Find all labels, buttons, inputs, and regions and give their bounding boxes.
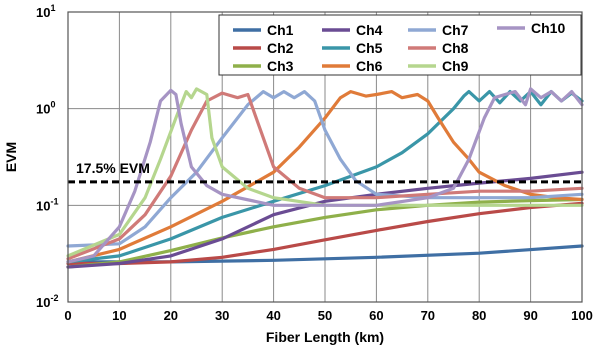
y-tick-label: 100 (36, 100, 55, 117)
legend-label-ch8: Ch8 (442, 40, 469, 56)
x-tick-label: 20 (164, 308, 178, 323)
x-axis-title: Fiber Length (km) (266, 329, 384, 345)
x-tick-label: 10 (112, 308, 126, 323)
legend-label-ch7: Ch7 (442, 22, 469, 38)
legend-box (218, 14, 582, 76)
legend-label-ch1: Ch1 (267, 22, 294, 38)
threshold-label: 17.5% EVM (76, 160, 150, 176)
series-line-ch3 (66, 197, 584, 269)
x-tick-label: 70 (421, 308, 435, 323)
y-tick-exponent: -2 (50, 293, 58, 303)
series-line-ch2 (66, 201, 584, 266)
x-tick-label: 30 (215, 308, 229, 323)
legend-label-ch2: Ch2 (267, 40, 294, 56)
legend-label-ch9: Ch9 (442, 58, 469, 74)
y-tick-exponent: 1 (50, 3, 55, 13)
series-line-ch9 (66, 87, 584, 258)
legend-label-ch4: Ch4 (356, 22, 383, 38)
y-tick-exponent: 0 (50, 100, 55, 110)
y-tick-base: 10 (36, 295, 50, 310)
y-tick-label: 101 (36, 3, 55, 20)
x-tick-label: 50 (318, 308, 332, 323)
y-tick-base: 10 (36, 198, 50, 213)
y-axis-title: EVM (3, 142, 19, 172)
legend-label-ch10: Ch10 (531, 20, 565, 36)
series-line-ch10 (66, 87, 584, 264)
x-tick-label: 40 (266, 308, 280, 323)
y-tick-base: 10 (36, 102, 50, 117)
y-tick-label: 10-1 (36, 196, 58, 213)
y-tick-label: 10-2 (36, 293, 58, 310)
y-tick-base: 10 (36, 5, 50, 20)
legend-label-ch5: Ch5 (356, 40, 383, 56)
legend: Ch1 Ch2 Ch3 Ch4 Ch5 Ch6 Ch7 Ch8 Ch9 Ch10 (218, 14, 582, 76)
x-tick-label: 0 (64, 308, 71, 323)
y-tick-exponent: -1 (50, 196, 58, 206)
x-tick-label: 60 (369, 308, 383, 323)
x-tick-label: 80 (472, 308, 486, 323)
legend-label-ch3: Ch3 (267, 58, 294, 74)
x-tick-label: 100 (571, 308, 593, 323)
plot-border (67, 11, 583, 303)
x-tick-label: 90 (523, 308, 537, 323)
legend-label-ch6: Ch6 (356, 58, 383, 74)
